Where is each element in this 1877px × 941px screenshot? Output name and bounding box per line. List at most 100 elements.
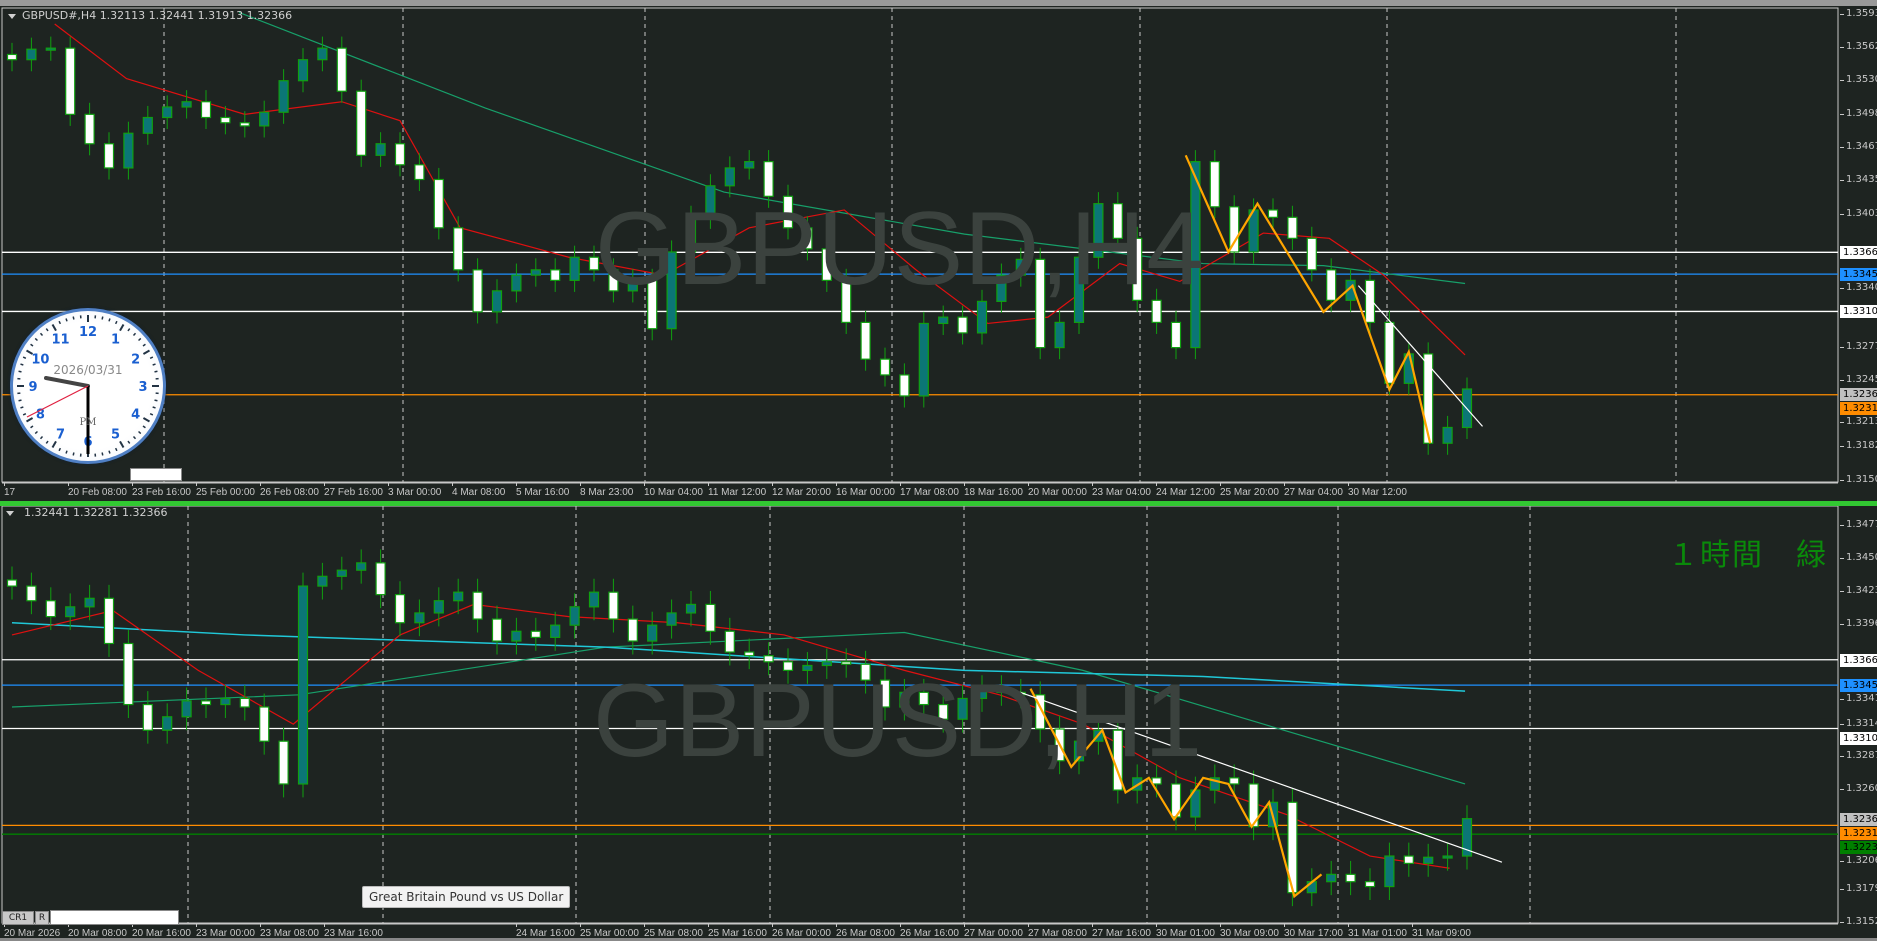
top-candle	[1073, 256, 1085, 323]
price-label: 1.33104	[1840, 305, 1877, 319]
time-label: 23 Mar 00:00	[196, 923, 255, 939]
window-top-border	[0, 0, 1877, 6]
time-label: 24 Mar 16:00	[516, 923, 575, 939]
analog-clock: 121234567891011 2026/03/31 PM	[10, 308, 166, 464]
price-tick: 1.31500	[1839, 474, 1877, 486]
bottom-candle	[123, 642, 134, 706]
pane-separator	[0, 501, 1877, 506]
price-tick: 1.32875	[1839, 750, 1877, 762]
bottom-candle	[1035, 694, 1046, 730]
time-label: 23 Feb 16:00	[132, 482, 191, 498]
time-label: 27 Mar 16:00	[1092, 923, 1151, 939]
top-candle	[239, 122, 250, 127]
time-label: 3 Mar 00:00	[388, 482, 442, 498]
top-candle	[1306, 237, 1317, 271]
top-candle	[647, 279, 658, 330]
top-candle	[1190, 161, 1201, 349]
clock-tick	[30, 425, 34, 429]
bottom-candle	[569, 606, 580, 626]
time-label: 25 Mar 08:00	[644, 923, 703, 939]
clock-tick	[39, 332, 44, 336]
price-tick: 1.31820	[1839, 440, 1877, 452]
top-candle	[1093, 203, 1104, 258]
bottom-candle	[1229, 777, 1240, 785]
time-label: 27 Mar 08:00	[1028, 923, 1087, 939]
top-candle	[200, 101, 212, 119]
bottom-ma-cyan	[11, 621, 1466, 692]
top-input-box[interactable]	[130, 468, 182, 481]
time-label: 17	[4, 482, 16, 498]
top-candle	[1267, 209, 1279, 218]
time-label: 17 Mar 08:00	[900, 482, 959, 498]
top-candle	[433, 178, 444, 229]
time-label: 25 Mar 16:00	[708, 923, 767, 939]
clock-tick	[138, 430, 142, 435]
clock-tick	[30, 343, 34, 347]
clock-tick	[22, 356, 27, 360]
bottom-collapse[interactable]	[6, 506, 20, 519]
top-ma-slow	[238, 11, 1466, 285]
top-candle	[491, 290, 503, 313]
r-button[interactable]: R	[35, 911, 49, 925]
bottom-input-box[interactable]	[50, 910, 179, 925]
price-tick: 1.34035	[1839, 208, 1877, 220]
price-tick: 1.32605	[1839, 783, 1877, 795]
top-candle	[744, 161, 755, 169]
clock-face: 121234567891011	[17, 315, 159, 457]
top-candle	[26, 48, 37, 61]
clock-tick	[127, 328, 131, 332]
bottom-candle	[1461, 818, 1473, 857]
time-label: 18 Mar 16:00	[964, 482, 1023, 498]
top-candle	[1151, 299, 1162, 323]
bottom-candle	[1442, 855, 1453, 859]
price-tick: 1.34230	[1839, 585, 1877, 597]
top-candle	[569, 256, 580, 281]
top-candle	[1015, 258, 1026, 276]
top-candle	[685, 216, 697, 253]
top-candle	[472, 269, 483, 313]
clock-tick	[18, 399, 22, 402]
time-label: 11 Mar 12:00	[708, 482, 767, 498]
top-candle	[1209, 161, 1220, 208]
clock-tick	[127, 440, 131, 444]
top-candle	[1054, 321, 1065, 349]
top-candle	[6, 53, 18, 61]
collapse-triangle-icon[interactable]	[8, 13, 16, 19]
clock-tick	[45, 328, 49, 332]
bottom-candle	[6, 579, 18, 587]
clock-tick	[108, 318, 111, 322]
time-label: 16 Mar 00:00	[836, 482, 895, 498]
clock-number: 9	[28, 380, 37, 395]
top-candle	[1423, 353, 1434, 444]
top-candle	[996, 274, 1007, 302]
clock-tick	[108, 450, 111, 454]
time-label: 12 Mar 20:00	[772, 482, 831, 498]
collapse-triangle-icon[interactable]	[6, 510, 14, 516]
bottom-ohlc-text: 1.32441 1.32281 1.32366	[24, 506, 168, 519]
time-label: 10 Mar 04:00	[644, 482, 703, 498]
top-candle	[65, 47, 76, 115]
clock-number: 1	[111, 332, 120, 347]
bottom-candle	[26, 585, 37, 602]
bottom-candle	[957, 697, 968, 720]
price-tick: 1.32770	[1839, 341, 1877, 353]
clock-tick	[20, 363, 24, 366]
bottom-candle	[782, 661, 794, 671]
bottom-candle	[821, 661, 832, 667]
time-label: 31 Mar 01:00	[1348, 923, 1407, 939]
bottom-candle	[530, 630, 541, 638]
price-tick: 1.32450	[1839, 374, 1877, 386]
top-candle	[336, 47, 347, 92]
clock-number: 11	[51, 332, 69, 347]
time-label: 30 Mar 09:00	[1220, 923, 1279, 939]
time-label: 20 Feb 08:00	[68, 482, 127, 498]
bottom-candle	[1403, 855, 1414, 864]
clock-number: 12	[79, 325, 97, 340]
clock-tick	[142, 417, 150, 423]
price-tick: 1.32060	[1839, 855, 1877, 867]
clock-number: 3	[138, 380, 147, 395]
time-label: 30 Mar 12:00	[1348, 482, 1407, 498]
time-label: 25 Mar 00:00	[580, 923, 639, 939]
cr1-button[interactable]: CR1	[2, 911, 34, 925]
